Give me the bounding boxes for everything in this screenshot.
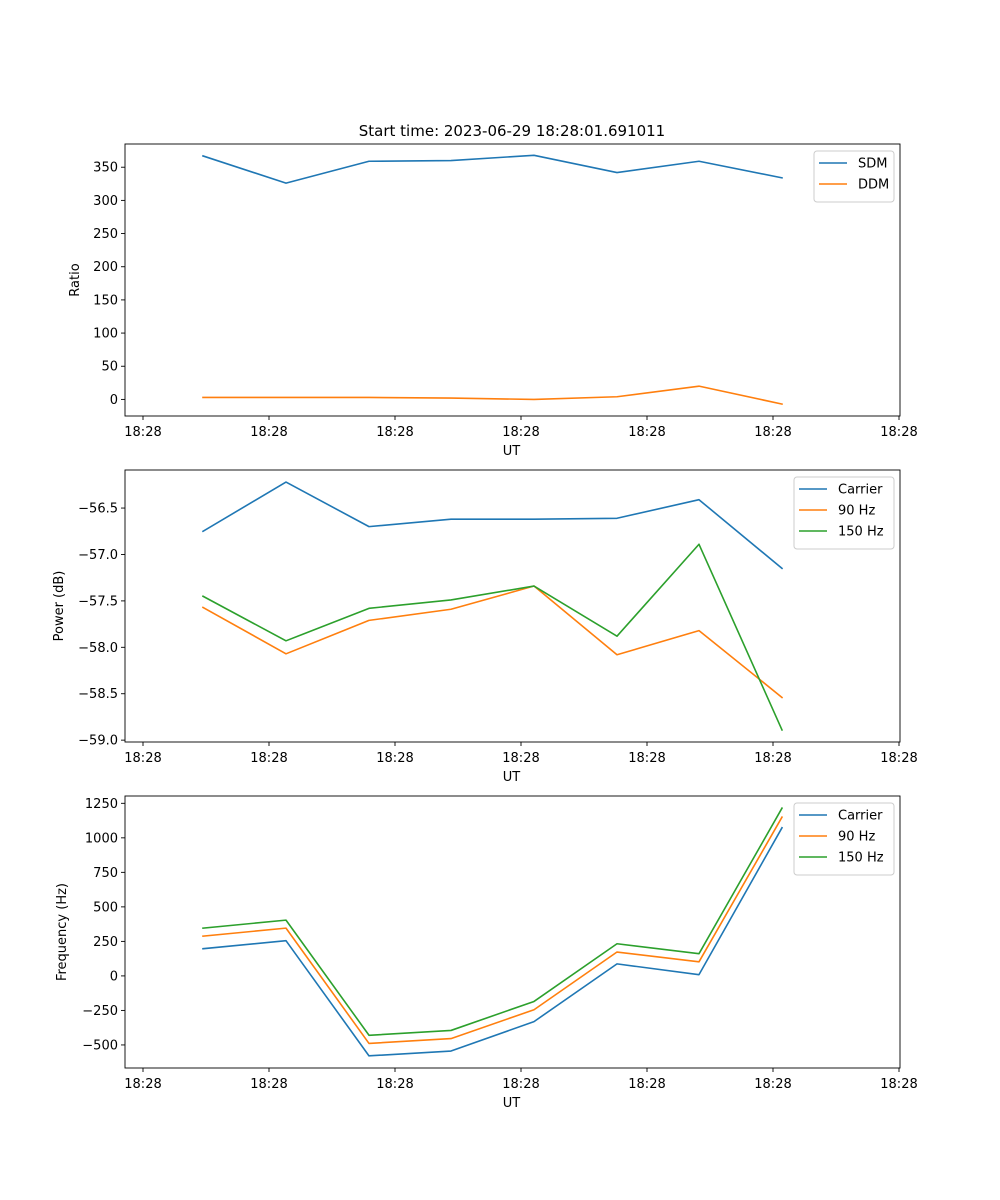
x-axis-label: UT	[503, 770, 521, 785]
y-tick-label: 0	[110, 969, 118, 984]
y-tick-label: 1250	[85, 797, 118, 812]
x-tick-label: 18:28	[754, 425, 791, 440]
series-line-90-hz	[202, 816, 784, 1045]
y-tick-label: 300	[93, 194, 118, 209]
y-tick-label: 1000	[85, 831, 118, 846]
x-tick-label: 18:28	[376, 751, 413, 766]
series-line-sdm	[201, 154, 783, 184]
x-tick-label: 18:28	[754, 751, 791, 766]
y-tick-label: 150	[93, 293, 118, 308]
y-tick-label: −57.5	[78, 594, 118, 609]
series-line-150-hz	[201, 543, 784, 731]
x-tick-label: 18:28	[880, 751, 917, 766]
series-line-ddm	[202, 385, 783, 406]
y-tick-label: −500	[82, 1038, 118, 1053]
legend-label: 150 Hz	[838, 851, 884, 866]
y-tick-label: −57.0	[78, 548, 118, 563]
y-tick-label: −59.0	[78, 734, 118, 749]
x-tick-label: 18:28	[502, 1077, 539, 1092]
y-tick-label: 0	[110, 393, 118, 408]
y-tick-label: 350	[93, 161, 118, 176]
x-tick-label: 18:28	[376, 425, 413, 440]
y-axis-label: Power (dB)	[52, 571, 67, 642]
y-tick-label: 250	[93, 935, 118, 950]
plot-frame	[124, 795, 901, 1069]
x-tick-label: 18:28	[124, 1077, 161, 1092]
figure-title: Start time: 2023-06-29 18:28:01.691011	[359, 122, 665, 140]
series-line-carrier	[202, 826, 784, 1057]
x-tick-label: 18:28	[124, 425, 161, 440]
x-tick-label: 18:28	[628, 1077, 665, 1092]
series-line-150-hz	[202, 807, 784, 1037]
plot-frame	[124, 469, 901, 743]
plot-frame	[124, 143, 901, 417]
x-tick-label: 18:28	[880, 1077, 917, 1092]
x-tick-label: 18:28	[754, 1077, 791, 1092]
x-axis-label: UT	[503, 444, 521, 459]
x-tick-label: 18:28	[250, 751, 287, 766]
x-tick-label: 18:28	[502, 751, 539, 766]
x-tick-label: 18:28	[376, 1077, 413, 1092]
y-tick-label: 750	[93, 866, 118, 881]
legend-label: 90 Hz	[838, 830, 875, 845]
x-tick-label: 18:28	[250, 425, 287, 440]
y-tick-label: 50	[101, 360, 118, 375]
x-tick-label: 18:28	[250, 1077, 287, 1092]
legend-label: DDM	[858, 178, 889, 193]
x-tick-label: 18:28	[124, 751, 161, 766]
y-tick-label: −56.5	[78, 502, 118, 517]
legend-label: Carrier	[838, 483, 883, 498]
y-axis-label: Ratio	[68, 263, 83, 296]
y-tick-label: 200	[93, 260, 118, 275]
series-line-90-hz	[201, 585, 784, 699]
y-tick-label: −58.5	[78, 687, 118, 702]
legend-label: SDM	[858, 157, 887, 172]
y-tick-label: −58.0	[78, 641, 118, 656]
y-axis-label: Frequency (Hz)	[55, 883, 70, 981]
x-tick-label: 18:28	[628, 425, 665, 440]
x-axis-label: UT	[503, 1096, 521, 1111]
y-tick-label: −250	[82, 1004, 118, 1019]
legend-label: 90 Hz	[838, 504, 875, 519]
y-tick-label: 500	[93, 900, 118, 915]
legend-label: 150 Hz	[838, 525, 884, 540]
x-tick-label: 18:28	[502, 425, 539, 440]
series-line-carrier	[201, 481, 784, 570]
y-tick-label: 100	[93, 327, 118, 342]
x-tick-label: 18:28	[880, 425, 917, 440]
x-tick-label: 18:28	[628, 751, 665, 766]
y-tick-label: 250	[93, 227, 118, 242]
legend-label: Carrier	[838, 809, 883, 824]
